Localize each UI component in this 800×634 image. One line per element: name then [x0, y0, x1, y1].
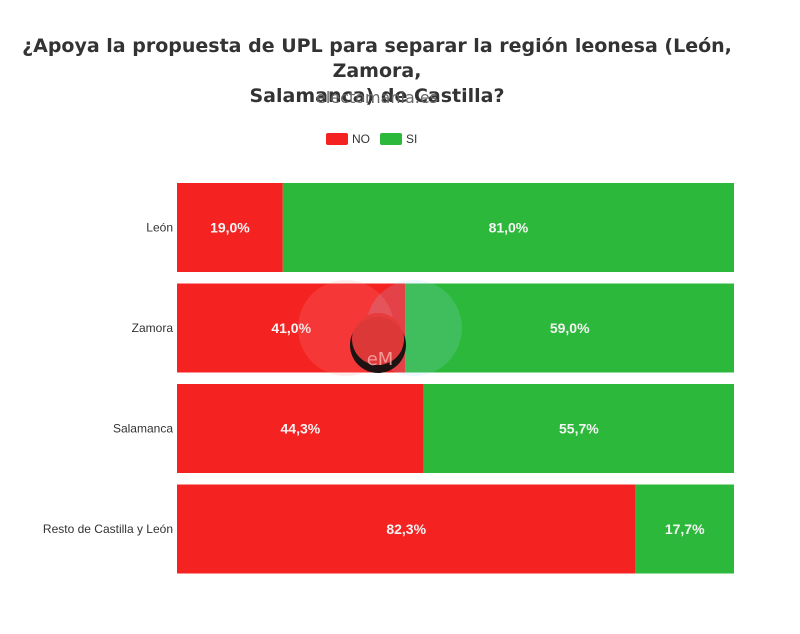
chart-title: ¿Apoya la propuesta de UPL para separar …: [0, 34, 754, 109]
bar-segment-si[interactable]: [282, 183, 734, 272]
category-label: Salamanca: [113, 422, 173, 436]
legend-item-si[interactable]: SI: [380, 132, 417, 146]
legend-swatch-no: [326, 133, 348, 145]
bar-segment-si[interactable]: [423, 384, 734, 473]
chart-title-line-2: Salamanca) de Castilla?: [249, 85, 505, 107]
bar-segment-no[interactable]: [177, 484, 636, 574]
category-label: Resto de Castilla y León: [43, 522, 173, 536]
data-label-si: 81,0%: [489, 220, 529, 236]
chart-title-line-1: ¿Apoya la propuesta de UPL para separar …: [22, 35, 732, 82]
data-label-si: 17,7%: [665, 521, 705, 537]
bar-segment-si[interactable]: [635, 484, 734, 574]
legend-item-no[interactable]: NO: [326, 132, 370, 146]
bar-segment-si[interactable]: [405, 283, 734, 373]
bar-segment-no[interactable]: [177, 384, 424, 473]
legend-label-si: SI: [406, 132, 418, 146]
legend-swatch-si: [380, 133, 402, 145]
bar-segment-no[interactable]: [177, 183, 283, 272]
data-label-no: 82,3%: [386, 521, 426, 537]
legend-label-no: NO: [352, 132, 370, 146]
category-label: León: [146, 221, 173, 235]
chart-legend: NO SI: [326, 132, 417, 146]
data-label-si: 59,0%: [550, 320, 590, 336]
chart-subtitle: electomania.es: [315, 88, 439, 107]
data-label-no: 41,0%: [271, 320, 311, 336]
data-label-no: 19,0%: [210, 220, 250, 236]
data-label-no: 44,3%: [281, 421, 321, 437]
category-label: Zamora: [132, 321, 174, 335]
data-label-si: 55,7%: [559, 421, 599, 437]
